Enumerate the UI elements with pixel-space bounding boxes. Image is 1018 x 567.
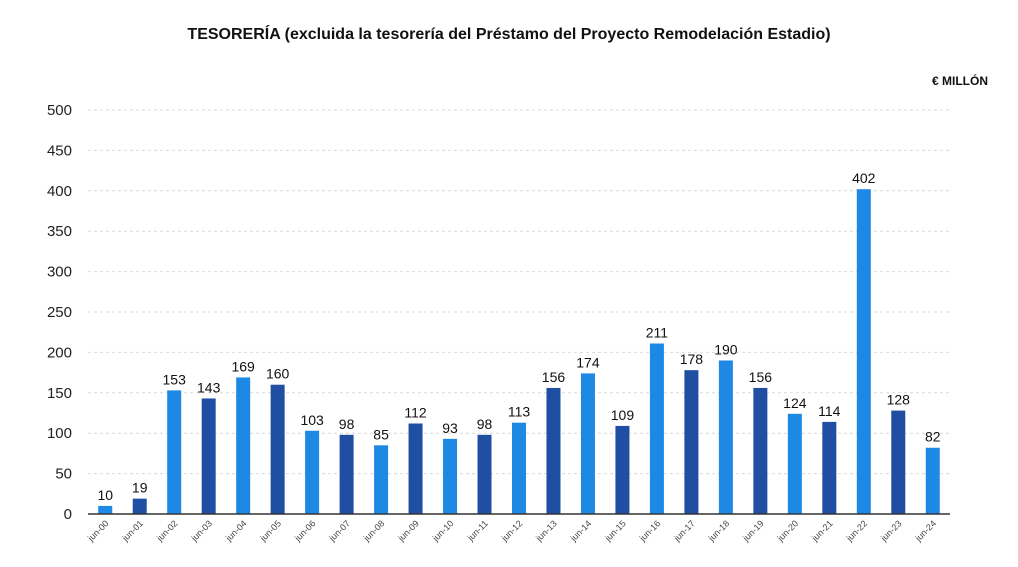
bar xyxy=(98,505,113,514)
y-tick-label: 350 xyxy=(47,223,72,240)
y-tick-label: 0 xyxy=(64,506,72,523)
data-label: 160 xyxy=(266,366,290,382)
bar xyxy=(167,390,182,514)
bar xyxy=(891,410,906,514)
data-label: 153 xyxy=(163,371,187,387)
data-label: 98 xyxy=(477,416,493,432)
x-tick-label: jun-24 xyxy=(913,518,938,543)
x-tick-label: jun-18 xyxy=(706,518,731,543)
data-label: 174 xyxy=(576,354,600,370)
bar xyxy=(201,398,216,514)
data-label: 113 xyxy=(508,404,531,420)
x-tick-label: jun-19 xyxy=(740,518,765,543)
data-label: 93 xyxy=(442,420,458,436)
unit-label: € MILLÓN xyxy=(932,74,988,88)
x-tick-label: jun-16 xyxy=(637,518,662,543)
bar xyxy=(615,425,630,514)
x-tick-label: jun-21 xyxy=(809,518,834,543)
x-tick-label: jun-02 xyxy=(154,518,179,543)
bar xyxy=(856,189,871,514)
x-tick-label: jun-11 xyxy=(465,518,490,543)
data-label: 19 xyxy=(132,480,148,496)
chart-title: TESORERÍA (excluida la tesorería del Pré… xyxy=(187,26,831,43)
y-tick-label: 50 xyxy=(55,466,72,483)
bar xyxy=(753,387,768,514)
bar xyxy=(374,445,389,514)
y-tick-label: 450 xyxy=(47,142,72,159)
data-label: 128 xyxy=(887,392,911,408)
bar xyxy=(546,387,561,514)
data-label: 10 xyxy=(97,487,113,503)
x-tick-label: jun-13 xyxy=(533,518,558,543)
data-label: 98 xyxy=(339,416,355,432)
bar xyxy=(512,422,526,514)
x-tick-label: jun-01 xyxy=(120,518,145,543)
data-label: 190 xyxy=(714,341,738,357)
y-tick-label: 300 xyxy=(47,264,72,281)
x-tick-label: jun-15 xyxy=(602,518,627,543)
data-label: 124 xyxy=(783,395,807,411)
x-tick-label: jun-08 xyxy=(361,518,386,543)
data-label: 103 xyxy=(300,412,324,428)
data-label: 85 xyxy=(373,426,389,442)
bar xyxy=(925,447,940,514)
x-tick-label: jun-09 xyxy=(395,518,420,543)
data-label: 211 xyxy=(646,325,669,341)
y-tick-label: 250 xyxy=(47,304,72,321)
data-label: 169 xyxy=(231,358,255,374)
bar xyxy=(443,438,458,514)
bar xyxy=(787,413,802,514)
data-label: 143 xyxy=(197,379,221,395)
x-tick-label: jun-17 xyxy=(671,518,696,543)
data-label: 156 xyxy=(749,369,773,385)
x-tick-label: jun-10 xyxy=(430,518,455,543)
bars xyxy=(98,189,940,514)
y-tick-label: 150 xyxy=(47,385,72,402)
bar xyxy=(684,370,699,514)
x-tick-label: jun-05 xyxy=(258,518,283,543)
data-label: 178 xyxy=(680,351,704,367)
x-tick-label: jun-06 xyxy=(292,518,317,543)
bar xyxy=(408,423,423,514)
data-label: 156 xyxy=(542,369,566,385)
data-label: 114 xyxy=(818,403,841,419)
y-tick-label: 200 xyxy=(47,344,72,361)
x-axis-ticks: jun-00 jun-01 jun-02 jun-03 jun-04 jun-05 jun-… xyxy=(85,518,938,543)
x-tick-label: jun-07 xyxy=(327,518,352,543)
y-axis-ticks: 0 50 100 150 200 250 300 350 400 450 500 xyxy=(47,102,72,523)
y-tick-label: 500 xyxy=(47,102,72,119)
data-label: 112 xyxy=(404,405,427,421)
bar xyxy=(580,373,595,514)
bar xyxy=(822,421,837,514)
bar xyxy=(649,343,664,514)
x-tick-label: jun-14 xyxy=(568,518,593,543)
bar xyxy=(236,377,251,514)
x-tick-label: jun-12 xyxy=(499,518,524,543)
y-tick-label: 100 xyxy=(47,425,72,442)
bar xyxy=(270,384,285,514)
bar xyxy=(132,498,147,514)
data-label: 109 xyxy=(611,407,635,423)
x-tick-label: jun-23 xyxy=(878,518,903,543)
bar xyxy=(305,430,320,514)
x-tick-label: jun-20 xyxy=(775,518,800,543)
y-tick-label: 400 xyxy=(47,183,72,200)
x-tick-label: jun-04 xyxy=(223,518,248,543)
x-tick-label: jun-03 xyxy=(189,518,214,543)
bar xyxy=(477,434,492,514)
bar xyxy=(339,434,354,514)
bar xyxy=(718,360,733,514)
x-tick-label: jun-22 xyxy=(844,518,869,543)
data-label: 402 xyxy=(852,170,876,186)
x-tick-label: jun-00 xyxy=(85,518,110,543)
data-label: 82 xyxy=(925,429,941,445)
data-labels: 10 19 153 143 169 160 103 98 85 112 93 98 113 156 174 1… xyxy=(97,170,940,503)
